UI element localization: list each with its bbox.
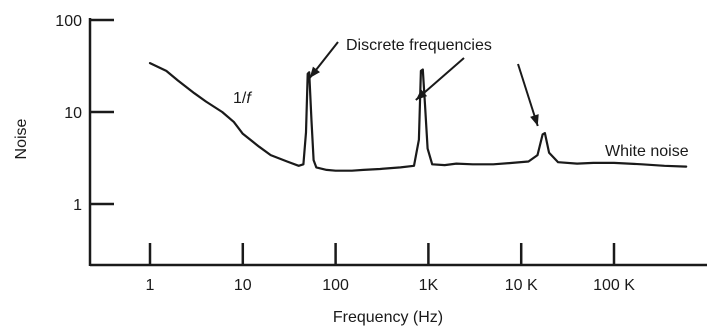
- x-tick-label: 10: [234, 277, 252, 294]
- x-ticks: 1 10 100 1K 10 K 100 K: [146, 243, 635, 294]
- x-tick-label: 1K: [419, 277, 439, 294]
- x-tick-label: 100: [322, 277, 349, 294]
- y-ticks: 1 10 100: [55, 13, 114, 214]
- x-axis-title: Frequency (Hz): [333, 309, 443, 326]
- y-tick-label: 1: [73, 197, 82, 214]
- y-axis-title: Noise: [13, 118, 30, 159]
- arrow-head: [309, 66, 321, 78]
- x-tick-label: 100 K: [593, 277, 635, 294]
- arrow-head: [530, 114, 539, 126]
- discrete-frequencies-label: Discrete frequencies: [346, 37, 492, 54]
- x-tick-label: 1: [146, 277, 155, 294]
- discrete-frequency-arrows: [308, 41, 539, 127]
- x-tick-label: 10 K: [505, 277, 538, 294]
- y-tick-label: 10: [64, 105, 82, 122]
- noise-series-line: [148, 62, 688, 172]
- one-over-f-prefix: 1/: [233, 90, 247, 107]
- annotations: Discrete frequencies 1/f White noise: [233, 37, 689, 160]
- one-over-f-italic: f: [246, 90, 252, 107]
- y-tick-label: 100: [55, 13, 82, 30]
- one-over-f-label: 1/f: [233, 90, 252, 107]
- axes: [88, 18, 707, 267]
- white-noise-label: White noise: [605, 143, 689, 160]
- arrow-head: [415, 89, 428, 100]
